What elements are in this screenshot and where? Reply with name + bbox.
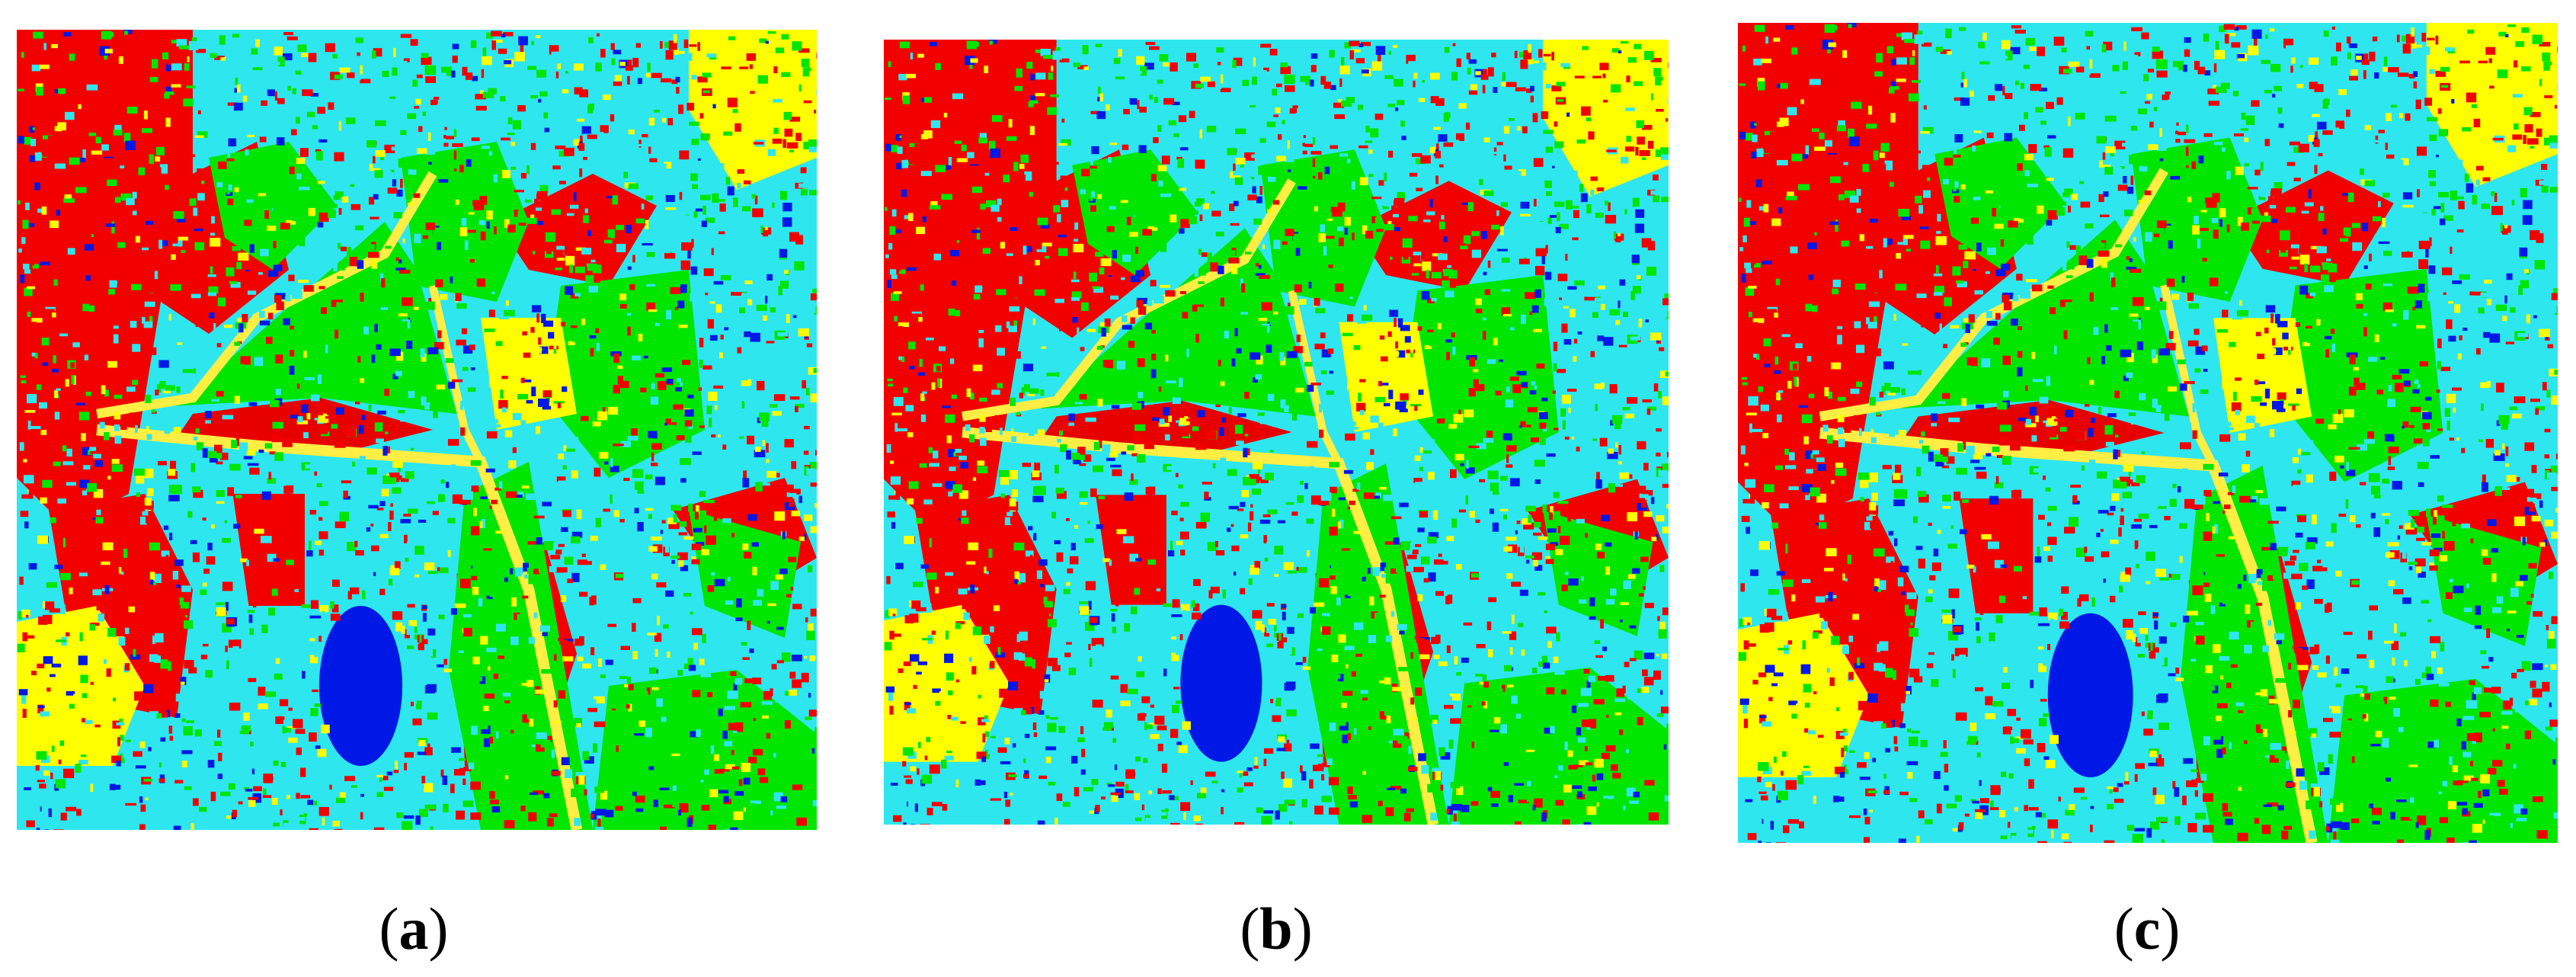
label-letter: a bbox=[399, 895, 429, 962]
label-paren: ( bbox=[2114, 895, 2134, 962]
label-paren: ( bbox=[1240, 895, 1259, 962]
classification-map bbox=[884, 40, 1678, 832]
label-letter: c bbox=[2134, 895, 2161, 962]
label-paren: ) bbox=[2160, 895, 2180, 962]
panel-label: (a) bbox=[379, 895, 449, 962]
classification-map bbox=[1738, 23, 2568, 850]
label-paren: ) bbox=[1293, 895, 1313, 962]
label-paren: ( bbox=[379, 895, 399, 962]
panel-label: (b) bbox=[1240, 895, 1312, 962]
label-paren: ) bbox=[429, 895, 449, 962]
classification-map bbox=[17, 30, 827, 838]
panel-label: (c) bbox=[2114, 895, 2181, 962]
label-letter: b bbox=[1259, 895, 1292, 962]
